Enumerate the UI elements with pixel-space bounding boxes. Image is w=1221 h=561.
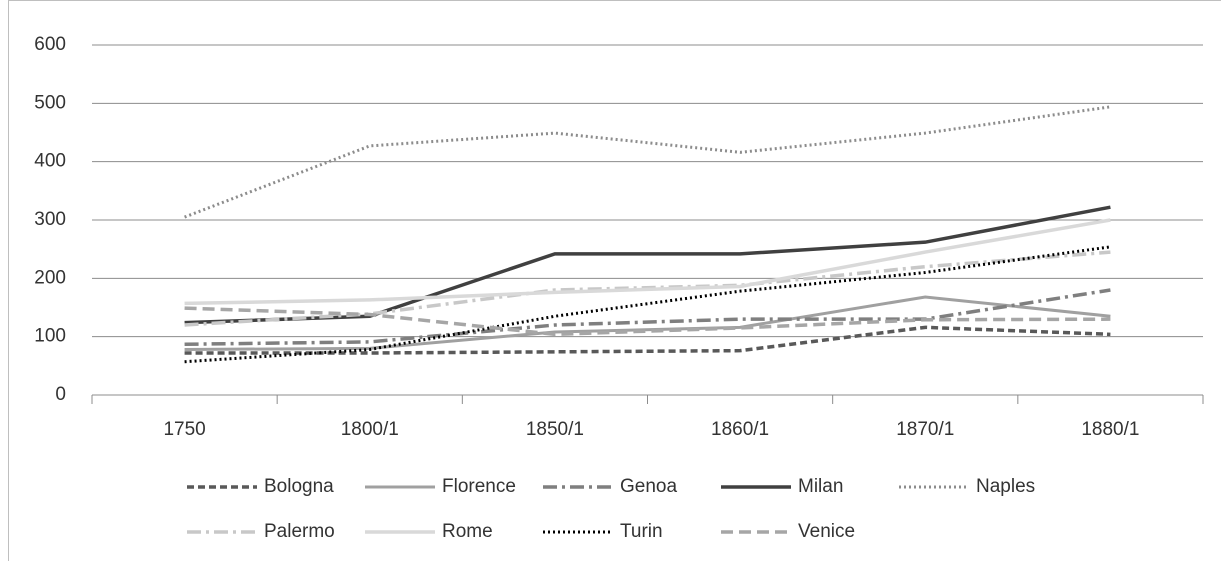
y-tick-label: 100 xyxy=(34,326,66,347)
series-line xyxy=(184,295,1111,351)
legend-label: Genoa xyxy=(620,476,677,497)
series-line xyxy=(184,325,1111,355)
series-line xyxy=(184,218,1111,306)
legend-label: Palermo xyxy=(264,521,335,542)
series-line xyxy=(184,105,1111,219)
legend-label: Milan xyxy=(798,476,843,497)
x-tick-label: 1850/1 xyxy=(526,419,584,440)
legend-label: Florence xyxy=(442,476,516,497)
legend-label: Turin xyxy=(620,521,663,542)
legend-label: Venice xyxy=(798,521,855,542)
chart-border xyxy=(8,0,1221,561)
x-tick-label: 1860/1 xyxy=(711,419,769,440)
x-tick-label: 1750 xyxy=(163,419,205,440)
legend-label: Naples xyxy=(976,476,1035,497)
y-tick-label: 200 xyxy=(34,267,66,288)
y-tick-label: 300 xyxy=(34,209,66,230)
x-tick-label: 1870/1 xyxy=(896,419,954,440)
y-tick-label: 600 xyxy=(34,34,66,55)
x-tick-label: 1880/1 xyxy=(1081,419,1139,440)
y-tick-label: 400 xyxy=(34,151,66,172)
series-line xyxy=(184,205,1111,325)
legend-label: Bologna xyxy=(264,476,334,497)
y-tick-label: 0 xyxy=(55,384,66,405)
series-line xyxy=(184,288,1111,346)
x-tick-label: 1800/1 xyxy=(341,419,399,440)
series-line xyxy=(184,306,1111,337)
y-tick-label: 500 xyxy=(34,92,66,113)
legend-label: Rome xyxy=(442,521,493,542)
